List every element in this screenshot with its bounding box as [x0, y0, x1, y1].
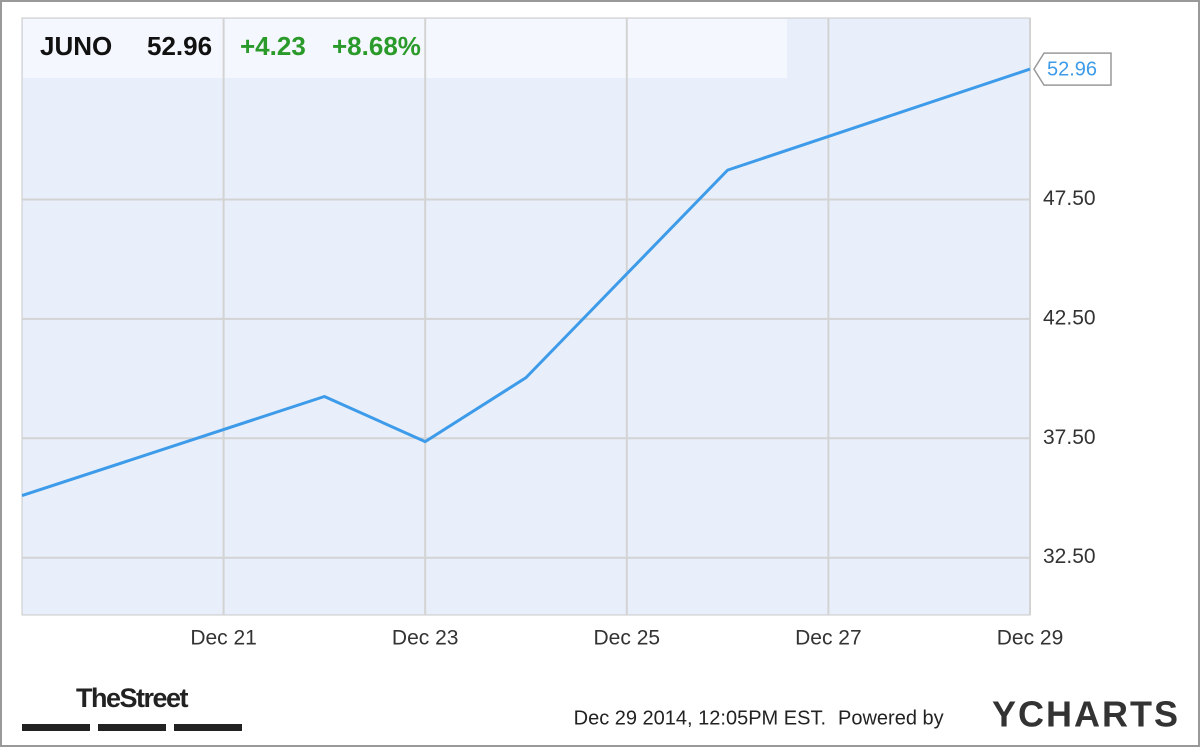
- timestamp: Dec 29 2014, 12:05PM EST.: [574, 707, 826, 729]
- x-tick-label: Dec 23: [392, 627, 459, 650]
- last-value-flag: [1033, 52, 1112, 86]
- powered-by: Powered by: [838, 707, 944, 729]
- last-value-label: 52.96: [1047, 58, 1097, 80]
- change: +4.23: [240, 31, 306, 61]
- logo-bar: [98, 724, 166, 731]
- x-tick-label: Dec 21: [190, 627, 257, 650]
- change-pct: +8.68%: [332, 31, 421, 61]
- x-tick-label: Dec 29: [997, 627, 1064, 650]
- price-line: [21, 67, 1031, 498]
- ticker: JUNO: [40, 31, 112, 61]
- y-tick-label: 32.50: [1043, 545, 1096, 568]
- y-tick-label: 47.50: [1043, 187, 1096, 210]
- price: 52.96: [147, 31, 212, 61]
- logo-bar: [22, 724, 90, 731]
- header-band: [23, 19, 787, 78]
- source-logo: TheStreet: [76, 683, 189, 713]
- plot-area: [21, 17, 1031, 616]
- brand: YCHARTS: [992, 694, 1180, 735]
- logo-bar: [174, 724, 242, 731]
- y-tick-label: 42.50: [1043, 306, 1096, 329]
- y-tick-label: 37.50: [1043, 426, 1096, 449]
- x-tick-label: Dec 27: [795, 627, 862, 650]
- x-tick-label: Dec 25: [594, 627, 661, 650]
